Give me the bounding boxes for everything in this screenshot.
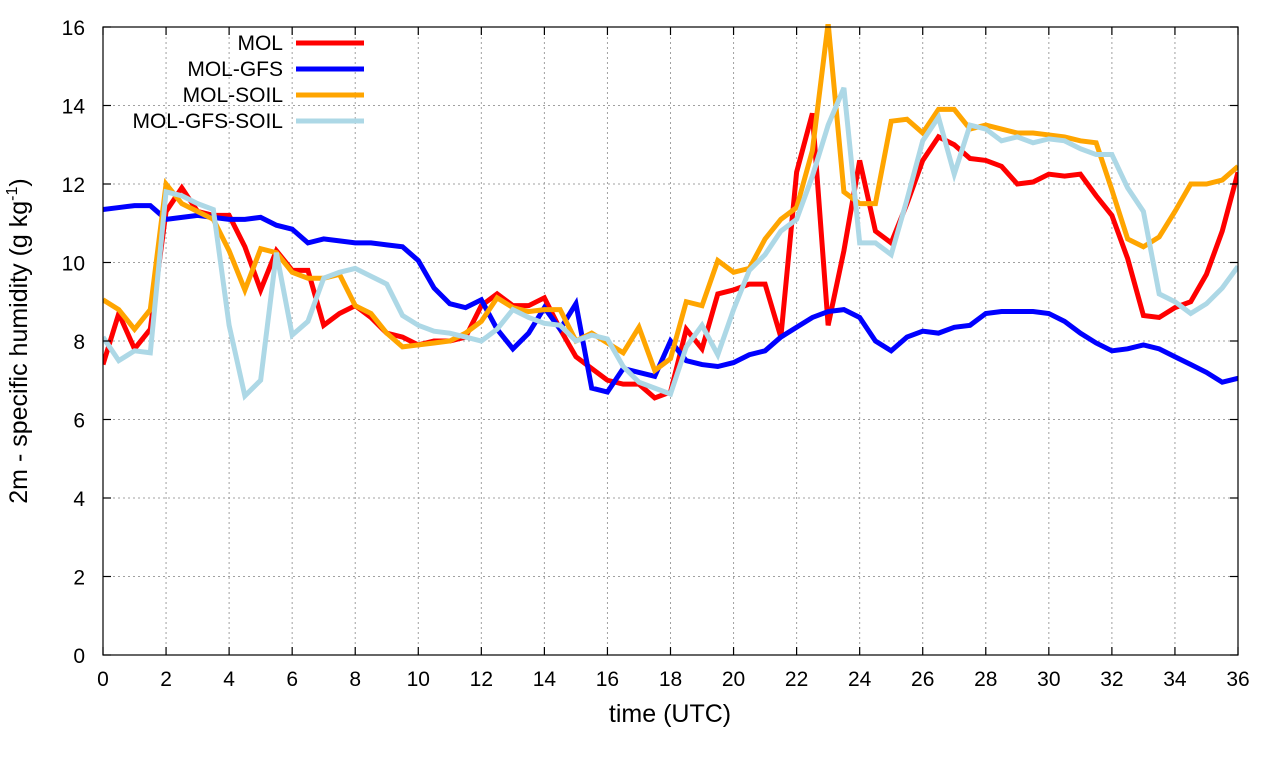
x-tick-label: 16 bbox=[596, 668, 619, 691]
x-tick-label: 14 bbox=[533, 668, 557, 691]
grid bbox=[103, 27, 1238, 655]
x-tick-label: 36 bbox=[1226, 668, 1249, 691]
legend-label: MOL bbox=[237, 32, 283, 55]
legend-label: MOL-GFS-SOIL bbox=[132, 110, 283, 133]
x-tick-label: 24 bbox=[848, 668, 872, 691]
y-tick-label: 12 bbox=[62, 174, 85, 197]
series-line-mol-gfs bbox=[103, 203, 1238, 395]
series-lines bbox=[103, 24, 1238, 401]
x-tick-label: 20 bbox=[722, 668, 745, 691]
series-line-mol-soil bbox=[103, 24, 1238, 375]
x-tick-label: 30 bbox=[1037, 668, 1060, 691]
x-tick-label: 22 bbox=[785, 668, 808, 691]
x-tick-label: 12 bbox=[470, 668, 493, 691]
y-tick-label: 16 bbox=[62, 17, 85, 40]
legend: MOL MOL-GFS MOL-SOIL MOL-GFS-SOIL bbox=[132, 32, 364, 133]
x-tick-label: 26 bbox=[911, 668, 934, 691]
legend-item: MOL-SOIL bbox=[183, 84, 364, 107]
x-tick-labels: 0 2 4 6 8 10 12 14 16 18 20 22 24 26 28 30 32 34 36 bbox=[97, 668, 1250, 691]
y-axis-title: 2m - specific humidity (g kg-1) bbox=[4, 178, 33, 503]
legend-label: MOL-GFS bbox=[187, 58, 283, 81]
x-tick-label: 10 bbox=[407, 668, 430, 691]
x-tick-label: 2 bbox=[160, 668, 172, 691]
legend-item: MOL-GFS bbox=[187, 58, 364, 81]
y-axis-title-superscript: -1 bbox=[4, 187, 21, 201]
x-tick-label: 4 bbox=[223, 668, 235, 691]
axis-ticks bbox=[102, 26, 1239, 656]
y-tick-label: 14 bbox=[62, 96, 86, 119]
x-tick-label: 34 bbox=[1163, 668, 1187, 691]
y-tick-label: 0 bbox=[73, 645, 85, 668]
x-axis-title: time (UTC) bbox=[609, 700, 731, 728]
x-tick-label: 28 bbox=[974, 668, 997, 691]
x-tick-label: 18 bbox=[659, 668, 682, 691]
y-axis-title-main: 2m - specific humidity (g kg bbox=[5, 201, 33, 504]
y-tick-label: 10 bbox=[62, 253, 85, 276]
y-tick-label: 4 bbox=[73, 488, 85, 511]
y-tick-label: 2 bbox=[73, 567, 85, 590]
y-tick-label: 6 bbox=[73, 410, 85, 433]
y-tick-labels: 0 2 4 6 8 10 12 14 16 bbox=[62, 17, 86, 668]
legend-label: MOL-SOIL bbox=[183, 84, 283, 107]
y-tick-label: 8 bbox=[73, 331, 85, 354]
x-tick-label: 0 bbox=[97, 668, 109, 691]
x-tick-label: 8 bbox=[349, 668, 361, 691]
y-axis-title-closing: ) bbox=[5, 178, 33, 186]
series-line-mol-gfs-soil bbox=[103, 86, 1238, 401]
x-tick-label: 32 bbox=[1100, 668, 1123, 691]
legend-item: MOL bbox=[237, 32, 364, 55]
legend-item: MOL-GFS-SOIL bbox=[132, 110, 364, 133]
x-tick-label: 6 bbox=[286, 668, 298, 691]
